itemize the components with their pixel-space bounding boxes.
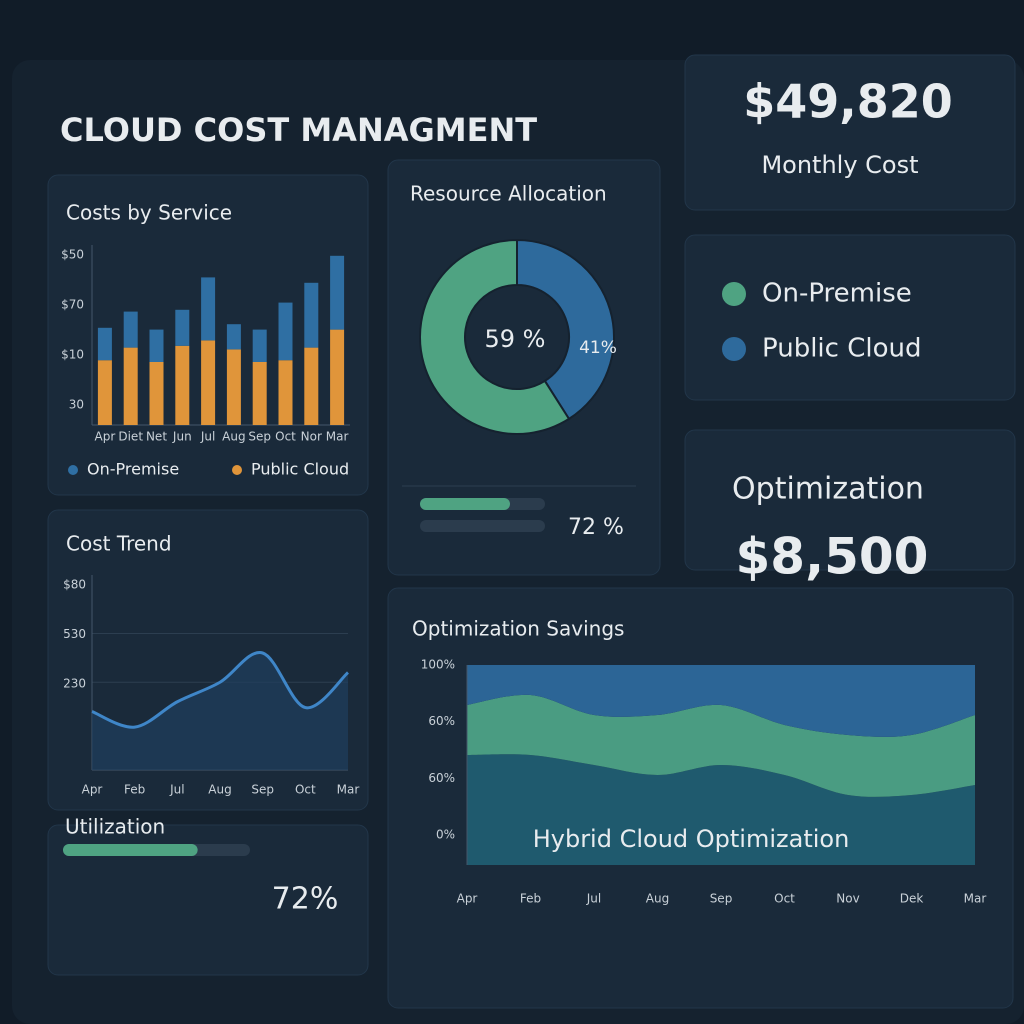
x-tick-label: Feb [124,783,145,797]
legend-label: Public Cloud [762,334,921,364]
x-tick-label: Jul [200,430,215,444]
legend-swatch [722,337,746,361]
pie-slice [516,238,615,421]
bar-segment [330,255,345,330]
x-tick-label: Jul [169,783,184,797]
x-tick-label: Diet [118,430,143,444]
x-tick-label: Mar [326,430,349,444]
card [684,429,1016,571]
bar-segment [97,360,112,425]
legend-label: Public Cloud [251,460,349,479]
x-tick-label: Apr [457,892,478,906]
bar-segment [278,360,293,425]
area-band [467,754,975,865]
x-tick-label: Mar [337,783,360,797]
chart-title: Costs by Service [66,201,232,225]
bar-segment [97,327,112,361]
x-tick-label: Jul [586,892,601,906]
x-tick-label: Jun [172,430,192,444]
y-tick-label: 0% [436,828,455,842]
bar-segment [149,329,164,362]
x-tick-label: Dek [900,892,924,906]
progress-track [420,520,545,532]
x-tick-label: Aug [646,892,669,906]
y-tick-label: 230 [63,677,86,691]
chart-title: Cost Trend [66,532,172,556]
bar-segment [252,362,267,425]
bar-segment [278,302,293,361]
card [684,234,1016,401]
x-tick-label: Mar [964,892,987,906]
bar-segment [201,277,216,341]
card [47,824,369,976]
x-tick-label: Nor [301,430,322,444]
line-series [91,651,350,729]
y-tick-label: 530 [63,627,86,641]
x-tick-label: Aug [222,430,245,444]
x-tick-label: Nov [836,892,859,906]
y-tick-label: 30 [69,398,84,412]
progress-bar [420,498,510,510]
x-tick-label: Aug [208,783,231,797]
kpi-label: Monthly Cost [761,151,918,179]
y-tick-label: 60% [428,714,455,728]
x-tick-label: Sep [251,783,274,797]
area-band [467,694,975,797]
bar-segment [226,349,241,425]
y-tick-label: $80 [63,578,86,592]
kpi-label: Optimization [732,472,924,507]
bar-segment [149,362,164,425]
bar-segment [226,324,241,350]
x-tick-label: Oct [275,430,296,444]
dashboard-title: CLOUD COST MANAGMENT [60,111,537,149]
kpi-value: $8,500 [736,528,929,586]
x-tick-label: Sep [710,892,733,906]
y-tick-label: 100% [421,658,455,672]
x-tick-label: Oct [295,783,316,797]
legend-swatch [722,282,746,306]
bar-segment [123,347,138,425]
y-tick-label: $50 [61,248,84,262]
x-tick-label: Net [146,430,167,444]
bar-segment [330,329,345,425]
bar-segment [175,309,190,346]
x-tick-label: Apr [95,430,116,444]
bar-segment [201,340,216,425]
card-title: Utilization [65,815,165,839]
legend-swatch [232,465,242,475]
slice-label: 41% [579,338,617,358]
legend-label: On-Premise [87,460,179,479]
legend-swatch [68,465,78,475]
bar-segment [252,329,267,362]
chart-title: Optimization Savings [412,617,624,641]
y-tick-label: $10 [61,348,84,362]
card [684,54,1016,211]
legend-label: On-Premise [762,279,912,309]
progress-label: 72 % [568,515,624,540]
x-tick-label: Apr [82,783,103,797]
x-tick-label: Oct [774,892,795,906]
chart-title: Resource Allocation [410,182,607,206]
y-tick-label: 60% [428,771,455,785]
progress-label: 72% [272,882,339,917]
area-band [467,665,975,737]
slice-label: 59 % [485,325,546,353]
pie-slice [419,238,571,435]
bar-segment [175,345,190,425]
bar-segment [304,282,319,348]
annotation: Hybrid Cloud Optimization [533,825,850,853]
bar-segment [304,347,319,425]
y-tick-label: $70 [61,298,84,312]
kpi-value: $49,820 [743,75,953,129]
x-tick-label: Feb [520,892,541,906]
bar-segment [123,311,138,348]
progress-bar [63,844,198,856]
x-tick-label: Sep [248,430,271,444]
